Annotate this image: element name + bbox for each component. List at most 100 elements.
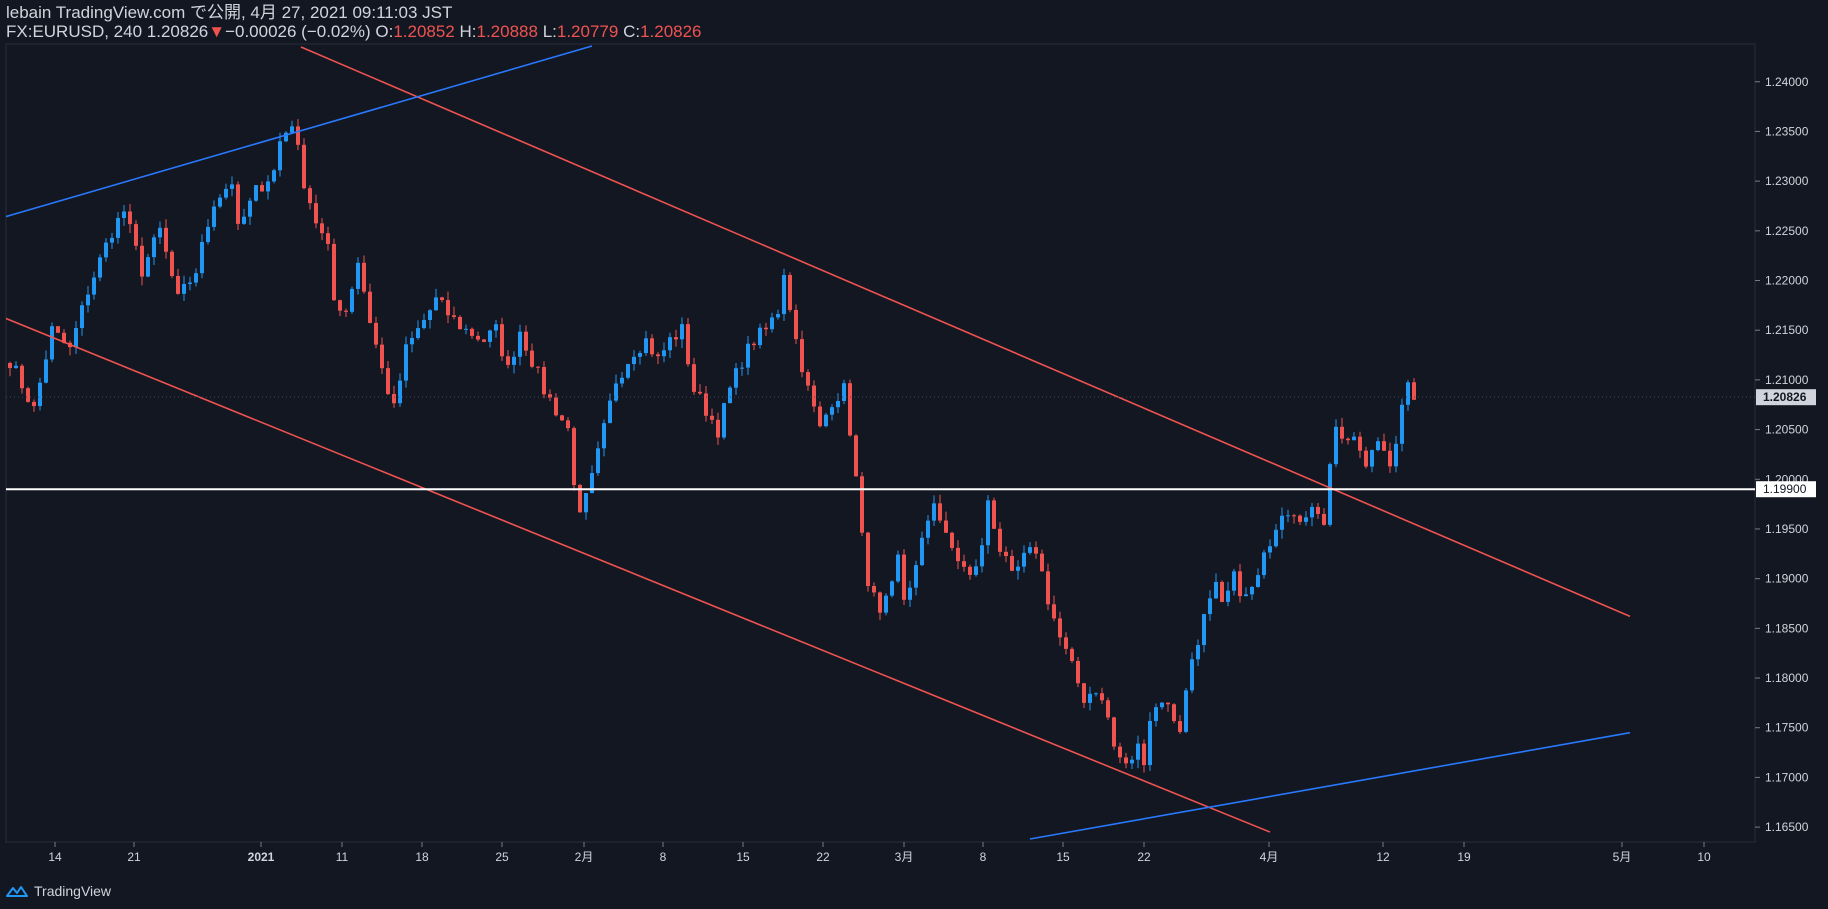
candle-up: [758, 327, 762, 346]
candle-up: [890, 581, 894, 596]
candle-up: [1244, 594, 1248, 597]
price-tick-label: 1.19000: [1765, 572, 1809, 586]
candle-up: [104, 242, 108, 258]
candle-up: [1022, 552, 1026, 567]
candle-down: [950, 532, 954, 548]
candle-down: [560, 415, 564, 421]
candle-down: [1292, 515, 1296, 517]
red-trendline[interactable]: [0, 315, 1271, 833]
candle-down: [344, 310, 348, 312]
candle-up: [1286, 515, 1290, 517]
open-label: O:: [375, 22, 394, 41]
candle-up: [488, 330, 492, 342]
time-tick-label: 21: [127, 850, 141, 864]
time-tick-label: 14: [48, 850, 62, 864]
last-price-label: 1.20826: [1763, 390, 1807, 404]
candle-down: [968, 566, 972, 575]
candle-up: [1190, 659, 1194, 691]
candle-up: [86, 294, 90, 306]
candle-down: [812, 385, 816, 407]
time-tick-label: 5月: [1613, 850, 1632, 864]
candle-down: [1118, 746, 1122, 758]
red-trendline[interactable]: [300, 46, 1631, 618]
candle-up: [1160, 702, 1164, 708]
candle-up: [158, 227, 162, 238]
candle-down: [1178, 721, 1182, 732]
candle-down: [716, 419, 720, 438]
candle-up: [644, 338, 648, 354]
time-tick-label: 2021: [248, 850, 275, 864]
candle-up: [188, 282, 192, 284]
candle-up: [830, 407, 834, 415]
symbol-label: FX:EURUSD, 240: [6, 22, 143, 41]
candle-down: [1364, 450, 1368, 467]
chart-header: lebain TradingView.com で公開, 4月 27, 2021 …: [6, 3, 1006, 41]
price-tick-label: 1.24000: [1765, 75, 1809, 89]
candle-down: [338, 300, 342, 311]
candle-up: [668, 337, 672, 351]
candle-up: [740, 367, 744, 369]
candle-up: [608, 400, 612, 424]
candle-up: [884, 595, 888, 613]
candle-up: [662, 350, 666, 357]
candle-up: [110, 237, 114, 243]
price-axis[interactable]: 1.24000 1.23500 1.23000 1.22500 1.22000 1.215…: [1755, 75, 1809, 834]
candle-down: [1322, 513, 1326, 525]
candle-up: [1400, 404, 1404, 444]
candle-down: [548, 394, 552, 398]
candle-up: [422, 320, 426, 329]
candle-down: [1298, 515, 1302, 522]
price-tick-label: 1.20500: [1765, 423, 1809, 437]
time-tick-label: 12: [1376, 850, 1390, 864]
blue-trendline[interactable]: [0, 45, 593, 219]
candle-down: [992, 500, 996, 529]
plot-border: [5, 43, 1756, 843]
candle-down: [332, 243, 336, 301]
candle-up: [152, 237, 156, 258]
candle-up: [224, 188, 228, 198]
footer-branding[interactable]: TradingView: [6, 880, 111, 902]
candle-up: [1334, 426, 1338, 465]
candle-down: [674, 337, 678, 340]
time-tick-label: 25: [495, 850, 509, 864]
candle-down: [1076, 661, 1080, 684]
candle-up: [404, 344, 408, 381]
candle-up: [980, 545, 984, 567]
candle-down: [20, 365, 24, 389]
high-value: 1.20888: [476, 22, 538, 41]
candle-down: [1124, 757, 1128, 764]
candle-up: [38, 382, 42, 407]
publish-line: lebain TradingView.com で公開, 4月 27, 2021 …: [6, 3, 453, 22]
time-tick-label: 22: [816, 850, 830, 864]
candle-down: [26, 388, 30, 402]
trendlines-layer[interactable]: [0, 45, 1631, 840]
candle-up: [248, 200, 252, 217]
candle-up: [518, 331, 522, 357]
candle-up: [1214, 581, 1218, 599]
candle-up: [80, 305, 84, 329]
blue-trendline[interactable]: [1029, 731, 1631, 840]
candle-down: [470, 328, 474, 336]
time-tick-label: 8: [980, 850, 987, 864]
candle-up: [206, 226, 210, 243]
last-price-value: 1.20826: [146, 22, 209, 41]
candle-down: [440, 297, 444, 301]
candle-down: [506, 356, 510, 365]
candle-down: [374, 322, 378, 345]
candle-down: [698, 391, 702, 394]
candle-down: [542, 367, 546, 395]
candle-up: [1196, 645, 1200, 660]
close-label: C:: [623, 22, 641, 41]
candle-down: [752, 343, 756, 346]
candle-up: [266, 181, 270, 192]
candle-down: [476, 335, 480, 340]
candle-down: [1316, 506, 1320, 514]
candle-up: [1280, 515, 1284, 530]
candle-up: [974, 566, 978, 575]
candle-down: [794, 309, 798, 340]
candle-down: [236, 184, 240, 224]
time-axis[interactable]: 14 21 2021 11 18 25 2月 8 15 22 3月 8 15 22 4月 12 19 5月 10: [48, 842, 1711, 864]
candle-down: [482, 339, 486, 342]
candle-down: [62, 332, 66, 343]
